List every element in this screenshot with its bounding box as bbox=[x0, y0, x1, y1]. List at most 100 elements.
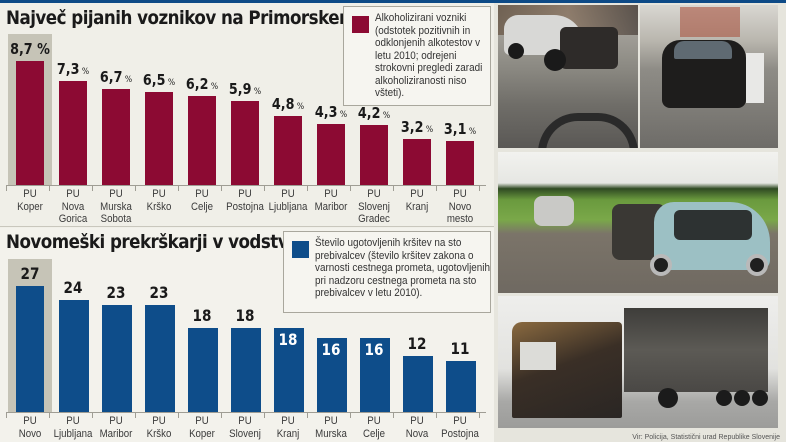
bar-pu-slovenj-gradec bbox=[231, 328, 261, 412]
category-label: PU Koper bbox=[189, 415, 215, 440]
value-label: 18 bbox=[278, 330, 298, 349]
bar-pu-krško bbox=[145, 92, 173, 185]
value-label: 5,9 % bbox=[228, 80, 262, 98]
category-label: PU Maribor bbox=[99, 415, 133, 440]
axis-tick bbox=[178, 412, 179, 418]
value-label: 6,7 % bbox=[99, 68, 133, 86]
bar-pu-postojna bbox=[231, 101, 259, 185]
axis-tick bbox=[135, 185, 136, 191]
bar-pu-postojna bbox=[446, 361, 476, 412]
category-label: PU Nova Gorica bbox=[58, 188, 88, 225]
category-label: PU Ljubljana bbox=[53, 415, 93, 440]
category-label: PU Slovenj bbox=[229, 415, 261, 440]
violations-chart-title: Novomeški prekrškarji v vodstvu bbox=[6, 231, 300, 253]
category-label: PU Krško bbox=[146, 415, 172, 440]
axis-tick bbox=[436, 185, 437, 191]
value-label: 16 bbox=[364, 340, 384, 359]
category-label: PU Murska Sobota bbox=[100, 188, 132, 225]
category-label: PU Kranj bbox=[405, 188, 429, 213]
category-label: PU Maribor bbox=[314, 188, 348, 213]
legend-swatch-red bbox=[352, 16, 369, 33]
axis-tick bbox=[6, 412, 7, 418]
violations-chart-panel: Novomeški prekrškarji v vodstvu Število … bbox=[0, 228, 494, 442]
value-label: 8,7 % bbox=[10, 40, 50, 58]
bar-pu-slovenj-gradec bbox=[360, 125, 388, 185]
bar-pu-novo-mesto bbox=[16, 286, 44, 412]
category-label: PU Slovenj Gradec bbox=[358, 188, 390, 225]
value-label: 7,3 % bbox=[56, 60, 90, 78]
bar-pu-novo-mesto bbox=[446, 141, 474, 185]
top-border bbox=[0, 0, 786, 3]
value-label: 4,2 % bbox=[357, 104, 391, 122]
axis-tick bbox=[264, 185, 265, 191]
bar-pu-maribor bbox=[102, 305, 132, 412]
category-label: PU Postojna bbox=[441, 415, 479, 440]
value-label: 4,8 % bbox=[271, 95, 305, 113]
axis-tick bbox=[49, 412, 50, 418]
value-label: 4,3 % bbox=[314, 103, 348, 121]
bar-pu-koper bbox=[16, 61, 44, 185]
legend-swatch-blue bbox=[292, 241, 309, 258]
axis-tick bbox=[307, 412, 308, 418]
axis-tick bbox=[6, 185, 7, 191]
head-on-collision-photo bbox=[498, 152, 778, 293]
category-label: PU Kranj bbox=[276, 415, 300, 440]
category-label: PU Celje bbox=[190, 188, 214, 213]
category-label: PU Celje bbox=[362, 415, 386, 440]
category-label: PU Nova bbox=[405, 415, 429, 440]
value-label: 27 bbox=[20, 264, 40, 283]
axis-tick bbox=[307, 185, 308, 191]
value-label: 23 bbox=[106, 283, 126, 302]
value-label: 12 bbox=[407, 334, 427, 353]
category-label: PU Murska bbox=[315, 415, 347, 440]
category-label: PU Novo mesto bbox=[446, 188, 474, 225]
bar-pu-kranj bbox=[274, 328, 304, 412]
bar-pu-murska-sobota bbox=[317, 338, 347, 412]
axis-tick bbox=[350, 185, 351, 191]
violations-chart-legend: Število ugotovljenih kršitev na sto preb… bbox=[283, 231, 491, 313]
photo-column: Vir: Policija, Statistični urad Republik… bbox=[494, 3, 786, 442]
axis-tick bbox=[393, 185, 394, 191]
bar-pu-celje bbox=[360, 338, 390, 412]
axis-tick bbox=[264, 412, 265, 418]
axis-tick bbox=[135, 412, 136, 418]
category-label: PU Koper bbox=[17, 188, 43, 213]
value-label: 23 bbox=[149, 283, 169, 302]
value-label: 18 bbox=[192, 306, 212, 325]
source-credit: Vir: Policija, Statistični urad Republik… bbox=[632, 434, 780, 441]
value-label: 6,2 % bbox=[185, 75, 219, 93]
value-label: 6,5 % bbox=[142, 71, 176, 89]
alcohol-chart-title: Največ pijanih voznikov na Primorskem bbox=[6, 7, 356, 29]
bar-pu-nova-gorica bbox=[403, 356, 433, 412]
bar-pu-nova-gorica bbox=[59, 81, 87, 185]
value-label: 16 bbox=[321, 340, 341, 359]
category-label: PU Ljubljana bbox=[268, 188, 308, 213]
category-label: PU Novo bbox=[18, 415, 42, 440]
alcohol-chart-panel: Največ pijanih voznikov na Primorskem Al… bbox=[0, 3, 494, 227]
bar-pu-ljubljana bbox=[59, 300, 89, 412]
bar-pu-ljubljana bbox=[274, 116, 302, 185]
bar-pu-celje bbox=[188, 96, 216, 185]
bar-pu-kranj bbox=[403, 139, 431, 185]
crashed-dark-car-photo bbox=[640, 5, 778, 148]
axis-tick bbox=[92, 412, 93, 418]
value-label: 11 bbox=[450, 339, 470, 358]
axis-tick bbox=[221, 185, 222, 191]
axis-tick bbox=[92, 185, 93, 191]
axis-tick bbox=[221, 412, 222, 418]
value-label: 24 bbox=[63, 278, 83, 297]
value-label: 3,1 % bbox=[443, 120, 477, 138]
legend-text: Število ugotovljenih kršitev na sto preb… bbox=[315, 237, 491, 299]
bar-pu-koper bbox=[188, 328, 218, 412]
category-label: PU Postojna bbox=[226, 188, 264, 213]
burned-truck-photo bbox=[498, 296, 778, 428]
axis-tick bbox=[436, 412, 437, 418]
bar-pu-maribor bbox=[317, 124, 345, 185]
x-axis bbox=[6, 185, 486, 186]
bar-pu-krško bbox=[145, 305, 175, 412]
axis-tick bbox=[393, 412, 394, 418]
bar-pu-murska-sobota bbox=[102, 89, 130, 185]
axis-tick bbox=[479, 185, 480, 191]
crashed-silver-car-photo bbox=[498, 5, 638, 148]
legend-text: Alkoholizirani vozniki (odstotek pozitiv… bbox=[375, 12, 483, 99]
